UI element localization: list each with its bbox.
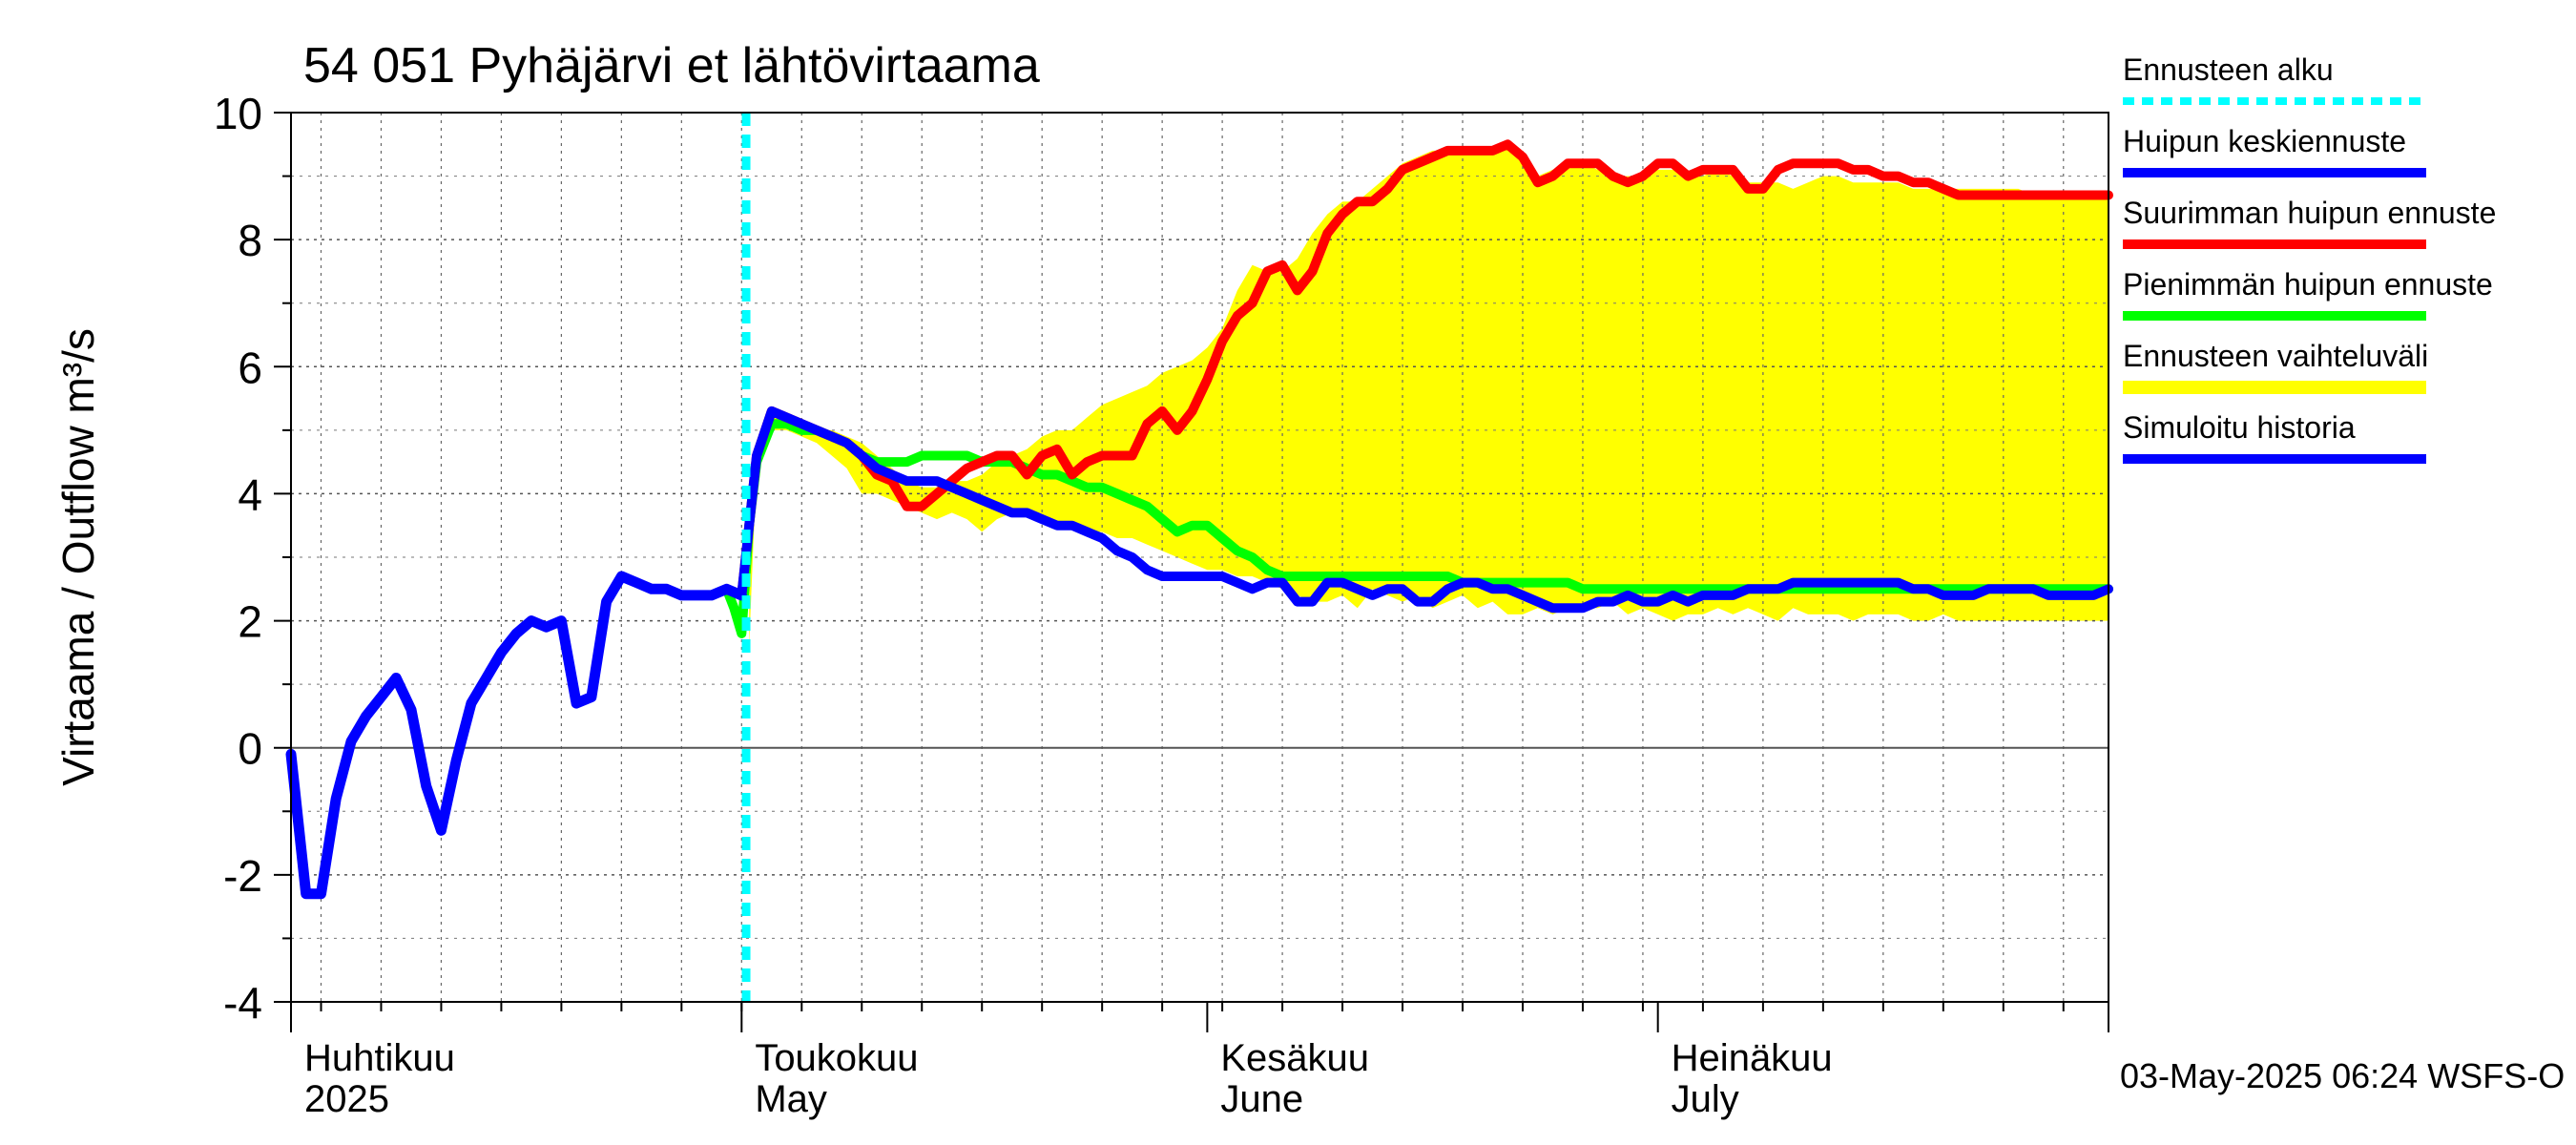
y-tick-label: 8 <box>238 216 262 265</box>
y-tick-label: 10 <box>214 89 262 138</box>
legend-label: Ennusteen alku <box>2123 52 2334 87</box>
legend-label: Ennusteen vaihteluväli <box>2123 339 2428 373</box>
series-line-huipun-keskiennuste <box>737 406 2113 614</box>
legend-label: Simuloitu historia <box>2123 410 2356 445</box>
y-axis-label: Virtaama / Outflow m³/s <box>53 328 103 786</box>
series-line-simuloitu-historia <box>285 571 747 900</box>
legend-label: Pienimmän huipun ennuste <box>2123 267 2493 302</box>
forecast-range-band <box>749 144 2109 647</box>
band-layer <box>749 144 2109 647</box>
x-month-label: Heinäkuu <box>1672 1037 1833 1079</box>
series-line-pienimman-huipun-ennuste <box>721 419 2113 638</box>
x-month-sublabel: 2025 <box>304 1078 389 1120</box>
footer-timestamp: 03-May-2025 06:24 WSFS-O <box>2120 1056 2565 1095</box>
series-line-suurimman-huipun-ennuste <box>737 139 2113 600</box>
y-tick-label: 4 <box>238 469 262 519</box>
y-tick-label: 6 <box>238 343 262 392</box>
x-month-sublabel: July <box>1672 1078 1739 1120</box>
legend: Ennusteen alku Huipun keskiennuste Suurimm… <box>2123 52 2496 464</box>
x-month-sublabel: May <box>755 1078 827 1120</box>
x-month-label: Huhtikuu <box>304 1037 455 1079</box>
legend-label: Huipun keskiennuste <box>2123 124 2406 158</box>
x-month-label: Toukokuu <box>755 1037 918 1079</box>
chart-title: 54 051 Pyhäjärvi et lähtövirtaama <box>303 38 1040 94</box>
x-month-label: Kesäkuu <box>1220 1037 1369 1079</box>
y-tick-label: 0 <box>238 724 262 774</box>
y-tick-label: 2 <box>238 597 262 647</box>
y-tick-label: -2 <box>223 851 262 901</box>
series-layer <box>285 139 2113 900</box>
legend-label: Suurimman huipun ennuste <box>2123 196 2496 230</box>
y-tick-label: -4 <box>223 978 262 1028</box>
x-month-sublabel: June <box>1220 1078 1303 1120</box>
